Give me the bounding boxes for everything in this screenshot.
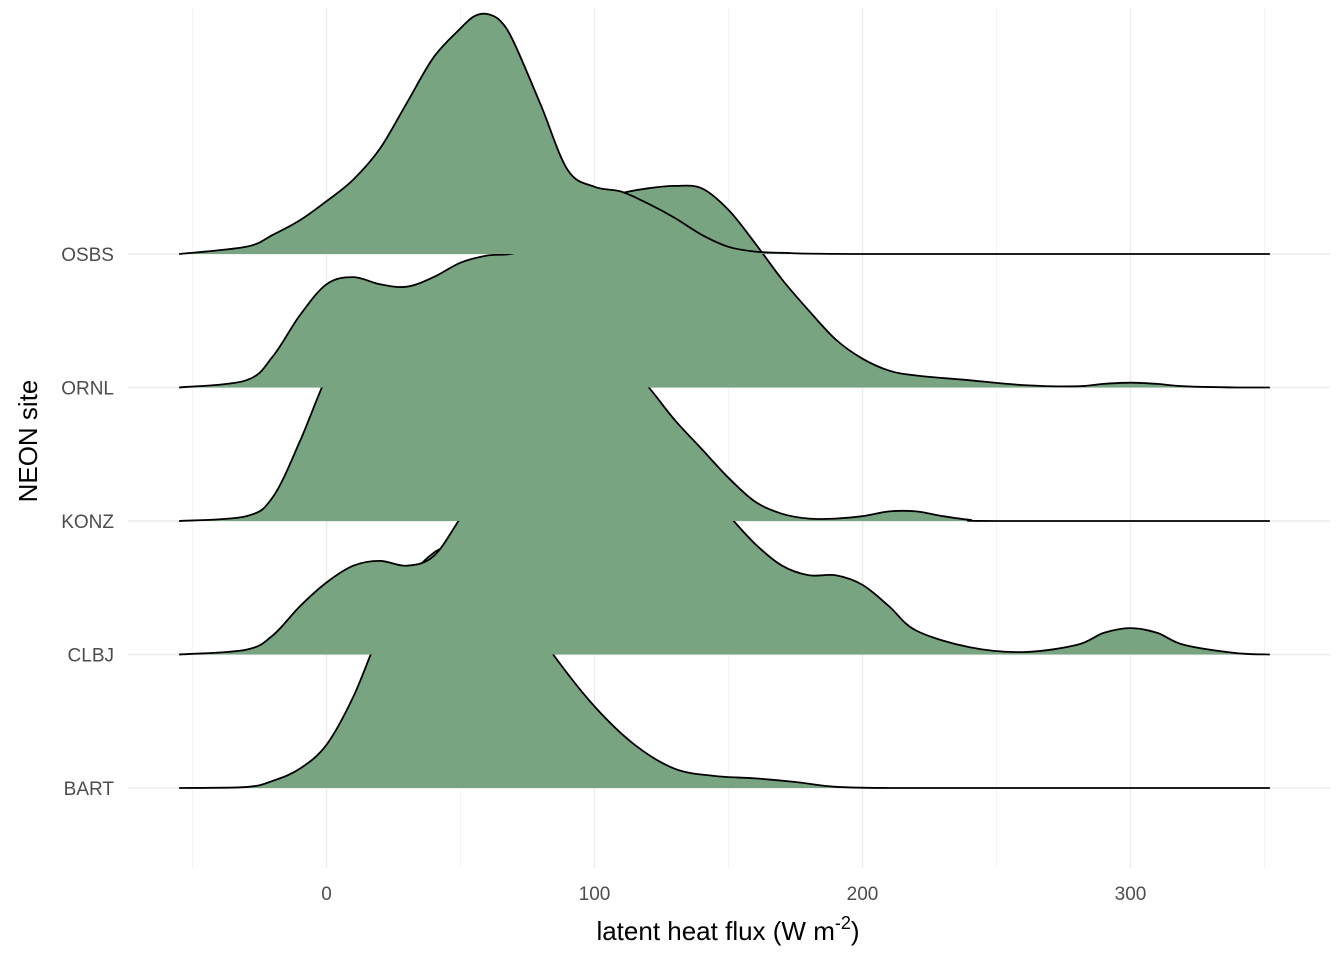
y-tick-label-osbs: OSBS <box>61 245 114 266</box>
x-tick-label: 0 <box>321 884 332 905</box>
ridge-osbs <box>179 12 1270 255</box>
ridge-outline-ornl <box>179 184 1270 389</box>
x-tick-label: 200 <box>847 884 879 905</box>
ridge-ornl <box>179 184 1270 389</box>
ridge-fill-osbs <box>179 13 1270 255</box>
x-axis-title-main: latent heat flux (W m <box>596 916 834 946</box>
axis-labels-layer: 0 100 200 300 BART CLBJ KONZ ORNL OSBS <box>61 245 1146 905</box>
x-axis-title-suffix: ) <box>851 916 860 946</box>
y-tick-label-clbj: CLBJ <box>68 646 114 667</box>
ridges-layer <box>179 12 1270 789</box>
y-tick-label-konz: KONZ <box>61 512 114 533</box>
ridge-outline-osbs <box>179 12 1270 255</box>
x-tick-label: 300 <box>1115 884 1147 905</box>
x-axis-title-superscript: -2 <box>835 913 851 933</box>
y-tick-label-bart: BART <box>64 779 115 800</box>
x-axis-title: latent heat flux (W m-2) <box>596 913 859 946</box>
ridge-fill-clbj <box>179 433 1270 655</box>
y-axis-title: NEON site <box>13 380 43 503</box>
ridge-fill-ornl <box>179 185 1270 388</box>
x-tick-label: 100 <box>579 884 611 905</box>
y-tick-label-ornl: ORNL <box>61 379 114 400</box>
